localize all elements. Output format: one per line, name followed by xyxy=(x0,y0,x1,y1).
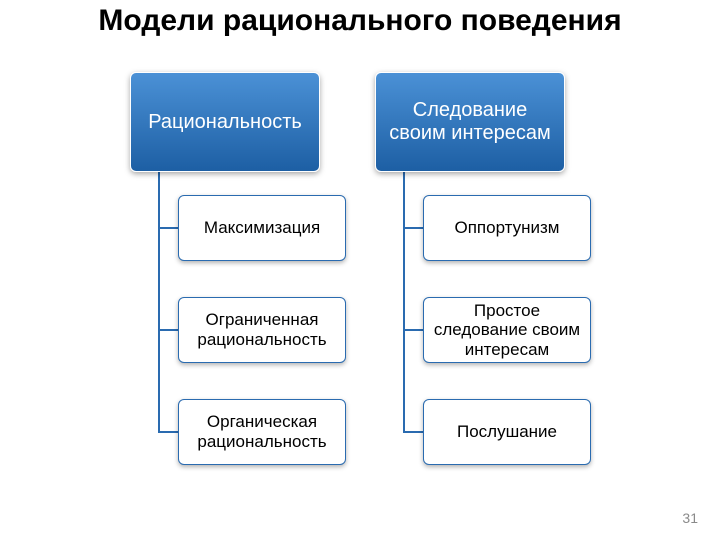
header-label-right: Следование своим интересам xyxy=(382,99,558,145)
connector-spine-right xyxy=(403,172,405,432)
child-box-l3: Органическая рациональность xyxy=(178,399,346,465)
header-box-right: Следование своим интересам xyxy=(375,72,565,172)
child-label-l3: Органическая рациональность xyxy=(187,412,337,451)
slide: Модели рационального поведения Рациональ… xyxy=(0,0,720,540)
child-label-r3: Послушание xyxy=(457,422,557,442)
child-label-l1: Максимизация xyxy=(204,218,320,238)
connector-branch-r2 xyxy=(403,329,423,331)
child-label-r1: Оппортунизм xyxy=(454,218,559,238)
header-label-left: Рациональность xyxy=(148,111,302,134)
child-box-r1: Оппортунизм xyxy=(423,195,591,261)
page-number: 31 xyxy=(682,510,698,526)
title-text: Модели рационального поведения xyxy=(98,4,621,37)
connector-branch-l1 xyxy=(158,227,178,229)
header-box-left: Рациональность xyxy=(130,72,320,172)
child-box-l2: Ограниченная рациональность xyxy=(178,297,346,363)
connector-branch-r3 xyxy=(403,431,423,433)
connector-branch-l2 xyxy=(158,329,178,331)
child-box-r3: Послушание xyxy=(423,399,591,465)
slide-title: Модели рационального поведения xyxy=(0,4,720,37)
connector-spine-left xyxy=(158,172,160,432)
child-label-l2: Ограниченная рациональность xyxy=(187,310,337,349)
child-box-r2: Простое следование своим интересам xyxy=(423,297,591,363)
connector-branch-r1 xyxy=(403,227,423,229)
connector-branch-l3 xyxy=(158,431,178,433)
page-number-text: 31 xyxy=(682,510,698,526)
child-label-r2: Простое следование своим интересам xyxy=(432,301,582,360)
child-box-l1: Максимизация xyxy=(178,195,346,261)
